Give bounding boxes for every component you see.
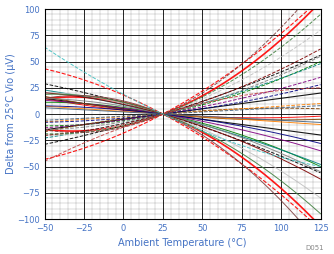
Text: D051: D051 xyxy=(305,245,324,251)
X-axis label: Ambient Temperature (°C): Ambient Temperature (°C) xyxy=(118,239,247,248)
Y-axis label: Delta from 25°C Vio (μV): Delta from 25°C Vio (μV) xyxy=(6,54,16,174)
